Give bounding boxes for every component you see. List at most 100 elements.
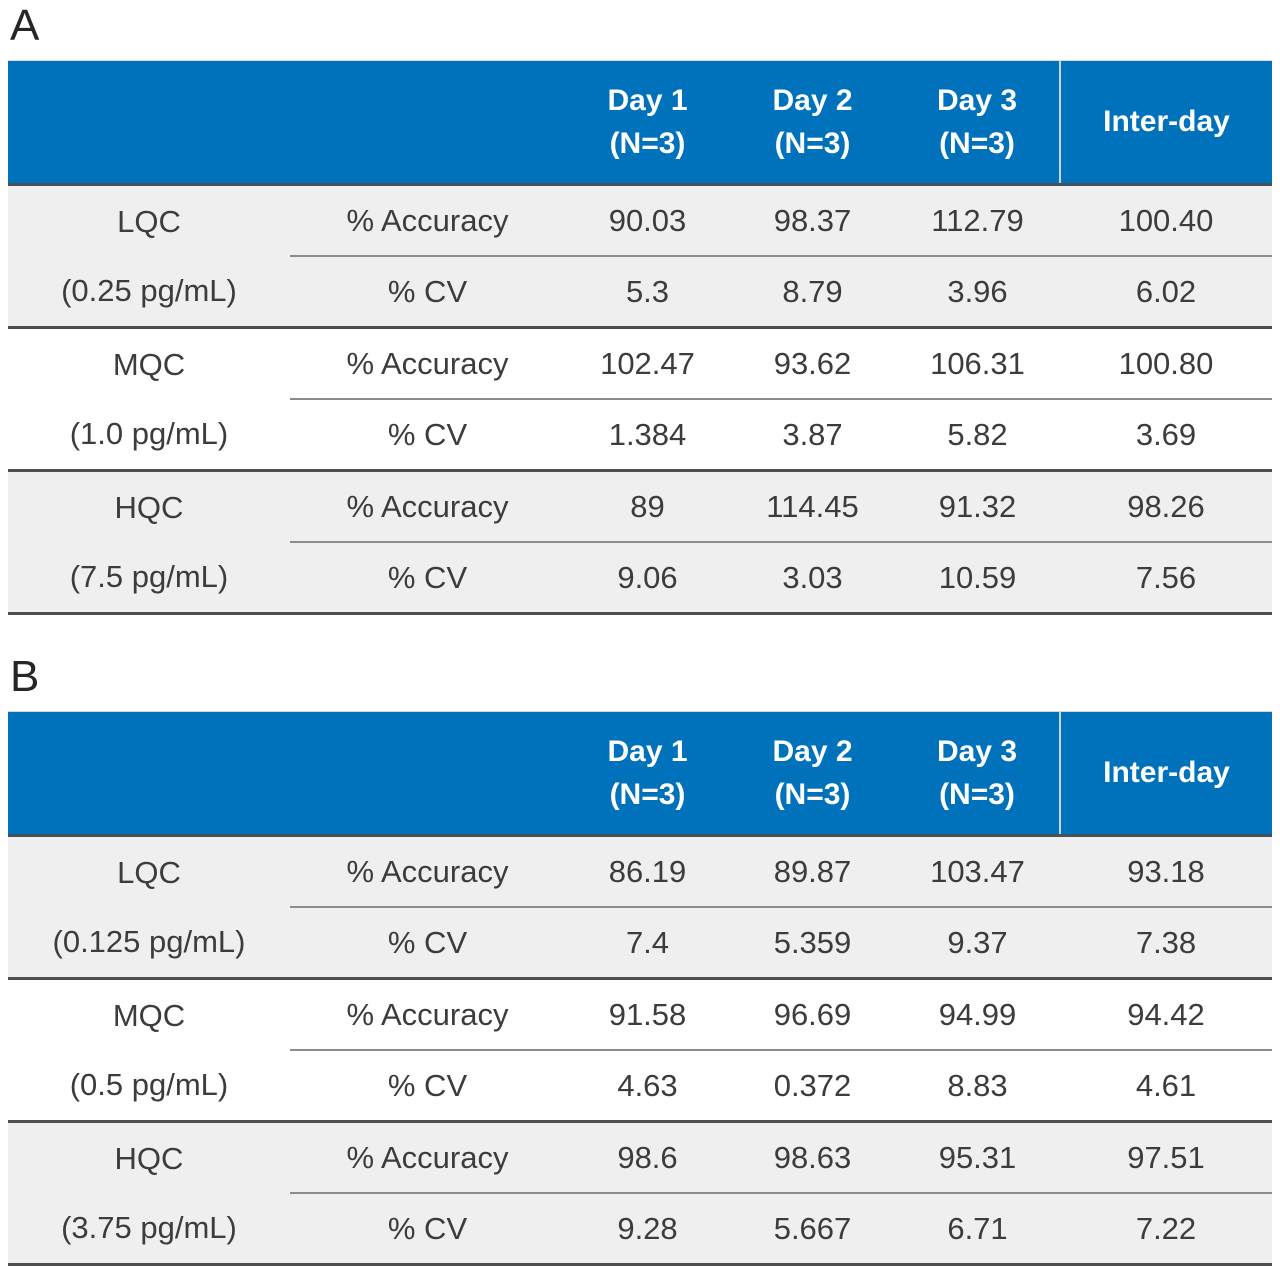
table-row: MQC (0.5 pg/mL) % Accuracy 91.58 96.69 9…: [8, 978, 1272, 1123]
column-header-line2: (N=3): [774, 127, 851, 160]
table-row: HQC (3.75 pg/mL) % Accuracy 98.6 98.63 9…: [8, 1121, 1272, 1266]
metric-label: % CV: [290, 907, 565, 980]
value-cell: 6.02: [1060, 256, 1272, 329]
column-header-line2: (N=3): [609, 127, 686, 160]
qc-level-cell-lqc: LQC (0.25 pg/mL): [8, 184, 290, 329]
header-spacer: [8, 711, 565, 837]
value-cell: 10.59: [895, 542, 1060, 615]
qc-level-cell-mqc: MQC (0.5 pg/mL): [8, 978, 290, 1123]
metric-label: % Accuracy: [290, 1121, 565, 1194]
value-cell: 93.18: [1060, 835, 1272, 908]
metric-label: % CV: [290, 542, 565, 615]
column-header-interday: Inter-day: [1059, 60, 1272, 186]
table-row: % CV 4.63 0.372 8.83 4.61: [8, 1050, 1272, 1123]
figure-page: A Day 1 (N=3) Day 2 (N=3) Day 3 (N=3): [0, 4, 1280, 1266]
value-cell: 98.37: [730, 184, 895, 257]
value-cell: 102.47: [565, 327, 730, 400]
column-header-line2: (N=3): [609, 778, 686, 811]
value-cell: 3.87: [730, 399, 895, 472]
qc-level-cell-hqc: HQC (3.75 pg/mL): [8, 1121, 290, 1266]
value-cell: 94.99: [895, 978, 1060, 1051]
value-cell: 5.667: [730, 1193, 895, 1266]
column-header-line1: Day 2: [772, 83, 853, 117]
value-cell: 98.26: [1060, 470, 1272, 543]
column-header-interday: Inter-day: [1059, 711, 1272, 837]
value-cell: 9.37: [895, 907, 1060, 980]
metric-label: % Accuracy: [290, 978, 565, 1051]
qc-level-name: LQC: [117, 203, 181, 239]
value-cell: 90.03: [565, 184, 730, 257]
value-cell: 3.03: [730, 542, 895, 615]
value-cell: 9.06: [565, 542, 730, 615]
header-row: Day 1 (N=3) Day 2 (N=3) Day 3 (N=3) Inte…: [8, 60, 1272, 186]
column-header-line1: Inter-day: [1103, 756, 1230, 790]
value-cell: 103.47: [895, 835, 1060, 908]
value-cell: 9.28: [565, 1193, 730, 1266]
column-header-line1: Day 3: [936, 83, 1018, 117]
value-cell: 7.56: [1060, 542, 1272, 615]
qc-table-b: Day 1 (N=3) Day 2 (N=3) Day 3 (N=3) Inte…: [8, 711, 1272, 1266]
column-header-line1: Day 1: [607, 83, 688, 117]
qc-level-name: HQC: [114, 489, 184, 525]
value-cell: 7.38: [1060, 907, 1272, 980]
qc-level-concentration: (0.5 pg/mL): [69, 1066, 229, 1102]
metric-label: % Accuracy: [290, 184, 565, 257]
value-cell: 8.83: [895, 1050, 1060, 1123]
qc-level-name: HQC: [114, 1140, 184, 1176]
qc-level-concentration: (1.0 pg/mL): [69, 415, 229, 451]
metric-label: % CV: [290, 1050, 565, 1123]
table-row: HQC (7.5 pg/mL) % Accuracy 89 114.45 91.…: [8, 470, 1272, 615]
value-cell: 100.40: [1060, 184, 1272, 257]
metric-label: % Accuracy: [290, 835, 565, 908]
value-cell: 89.87: [730, 835, 895, 908]
column-header-day2: Day 2 (N=3): [730, 711, 895, 837]
value-cell: 7.4: [565, 907, 730, 980]
value-cell: 98.63: [730, 1121, 895, 1194]
value-cell: 100.80: [1060, 327, 1272, 400]
metric-label: % Accuracy: [290, 470, 565, 543]
qc-level-concentration: (7.5 pg/mL): [69, 558, 229, 594]
value-cell: 5.82: [895, 399, 1060, 472]
value-cell: 1.384: [565, 399, 730, 472]
value-cell: 112.79: [895, 184, 1060, 257]
value-cell: 95.31: [895, 1121, 1060, 1194]
column-header-day2: Day 2 (N=3): [730, 60, 895, 186]
panel-a-label: A: [10, 1, 40, 50]
qc-level-concentration: (0.125 pg/mL): [52, 923, 246, 959]
value-cell: 7.22: [1060, 1193, 1272, 1266]
table-row: % CV 5.3 8.79 3.96 6.02: [8, 256, 1272, 329]
column-header-line1: Day 3: [936, 734, 1018, 768]
table-row: LQC (0.25 pg/mL) % Accuracy 90.03 98.37 …: [8, 184, 1272, 329]
value-cell: 3.96: [895, 256, 1060, 329]
value-cell: 97.51: [1060, 1121, 1272, 1194]
metric-label: % CV: [290, 1193, 565, 1266]
value-cell: 98.6: [565, 1121, 730, 1194]
qc-level-name: LQC: [117, 854, 181, 890]
value-cell: 89: [565, 470, 730, 543]
value-cell: 94.42: [1060, 978, 1272, 1051]
table-row: % CV 1.384 3.87 5.82 3.69: [8, 399, 1272, 472]
value-cell: 4.63: [565, 1050, 730, 1123]
qc-level-concentration: (3.75 pg/mL): [61, 1209, 237, 1245]
qc-table-a: Day 1 (N=3) Day 2 (N=3) Day 3 (N=3) Inte…: [8, 60, 1272, 615]
metric-label: % CV: [290, 256, 565, 329]
panel-b-label: B: [10, 652, 40, 701]
qc-level-cell-mqc: MQC (1.0 pg/mL): [8, 327, 290, 472]
value-cell: 91.32: [895, 470, 1060, 543]
value-cell: 93.62: [730, 327, 895, 400]
column-header-line1: Day 2: [772, 734, 853, 768]
header-row: Day 1 (N=3) Day 2 (N=3) Day 3 (N=3) Inte…: [8, 711, 1272, 837]
qc-level-concentration: (0.25 pg/mL): [61, 272, 237, 308]
value-cell: 5.3: [565, 256, 730, 329]
value-cell: 0.372: [730, 1050, 895, 1123]
column-header-day3: Day 3 (N=3): [895, 60, 1060, 186]
table-row: MQC (1.0 pg/mL) % Accuracy 102.47 93.62 …: [8, 327, 1272, 472]
column-header-line1: Day 1: [607, 734, 688, 768]
column-header-day1: Day 1 (N=3): [565, 60, 730, 186]
qc-level-cell-lqc: LQC (0.125 pg/mL): [8, 835, 290, 980]
qc-level-name: MQC: [112, 997, 186, 1033]
qc-level-cell-hqc: HQC (7.5 pg/mL): [8, 470, 290, 615]
metric-label: % Accuracy: [290, 327, 565, 400]
value-cell: 91.58: [565, 978, 730, 1051]
table-row: LQC (0.125 pg/mL) % Accuracy 86.19 89.87…: [8, 835, 1272, 980]
